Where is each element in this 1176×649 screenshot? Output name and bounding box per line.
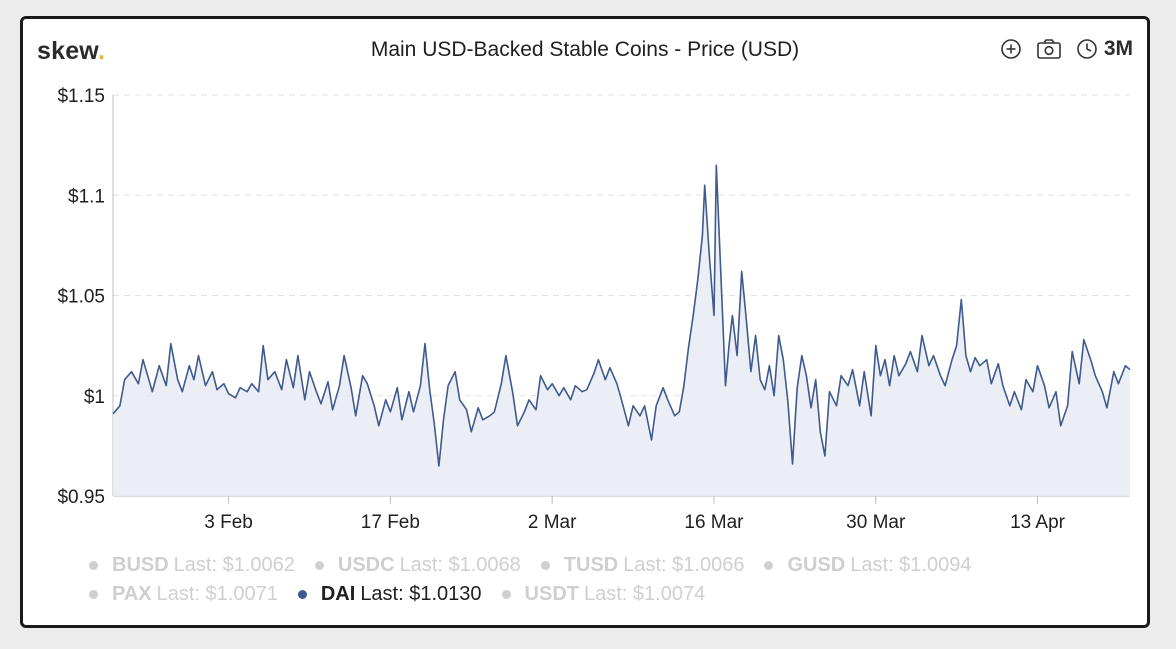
add-chart-button[interactable] (1000, 38, 1022, 60)
legend-item-last-value: Last: $1.0062 (173, 554, 295, 576)
screenshot-button[interactable] (1036, 38, 1062, 60)
series-line-dai[interactable] (112, 164, 1131, 467)
legend-bullet (314, 561, 324, 570)
price-chart: $0.95 $1 $1.05 $1.1 $1.15 3 Feb 17 Feb 2 Mar 16 … (57, 86, 1131, 533)
y-tick-label: $1.15 (57, 86, 105, 107)
legend-bullet (764, 561, 774, 570)
x-tick-label: 16 Mar (684, 512, 744, 533)
y-tick-label: $0.95 (57, 487, 105, 508)
legend-bullet (540, 561, 550, 570)
time-range-button[interactable]: 3M (1076, 37, 1133, 61)
x-tick-label: 13 Apr (1010, 512, 1066, 533)
legend-item-pax[interactable]: PAX Last: $1.0071 (89, 580, 278, 609)
legend-item-usdc[interactable]: USDC Last: $1.0068 (314, 551, 521, 580)
clock-icon (1077, 39, 1097, 59)
legend-item-last-value: Last: $1.0068 (399, 554, 521, 576)
chart-title: Main USD-Backed Stable Coins - Price (US… (370, 38, 800, 61)
x-tick-label: 3 Feb (204, 512, 253, 533)
legend-item-gusd[interactable]: GUSD Last: $1.0094 (764, 551, 971, 580)
plus-circle-icon (1001, 39, 1021, 59)
series-area-dai (113, 165, 1130, 496)
legend-item-busd[interactable]: BUSD Last: $1.0062 (89, 551, 295, 580)
y-tick-label: $1.05 (57, 287, 105, 308)
legend-item-dai[interactable]: DAI Last: $1.0130 (297, 580, 482, 609)
legend-item-name: USDC (337, 554, 395, 576)
legend-bullet (89, 561, 98, 570)
legend-item-name: PAX (112, 583, 152, 605)
legend-bullet (89, 590, 98, 599)
x-tick-label: 17 Feb (361, 512, 420, 533)
time-range-label: 3M (1103, 37, 1133, 60)
y-tick-label: $1.1 (68, 186, 105, 207)
legend-item-name: USDT (524, 583, 579, 605)
legend-item-last-value: Last: $1.0071 (156, 583, 278, 605)
legend-item-tusd[interactable]: TUSD Last: $1.0066 (540, 551, 745, 580)
legend-item-last-value: Last: $1.0130 (360, 583, 482, 605)
legend-item-last-value: Last: $1.0066 (623, 554, 745, 576)
skew-logo: skew. (37, 37, 106, 65)
legend-item-name: BUSD (112, 554, 169, 576)
chart-card: skew. Main USD-Backed Stable Coins - Pri… (20, 16, 1150, 628)
legend-item-usdt[interactable]: USDT Last: $1.0074 (501, 580, 706, 609)
legend-item-name: GUSD (787, 554, 846, 576)
legend-item-last-value: Last: $1.0074 (583, 583, 706, 605)
legend-item-last-value: Last: $1.0094 (850, 554, 972, 576)
x-tick-label: 2 Mar (528, 512, 577, 533)
legend-row: PAX Last: $1.0071 DAI Last: $1.0130 USDT Last… (89, 580, 1129, 609)
y-tick-label: $1 (84, 387, 105, 408)
legend-bullet (501, 590, 511, 599)
legend-row: BUSD Last: $1.0062 USDC Last: $1.0068 TUSD La… (89, 551, 1129, 580)
legend: BUSD Last: $1.0062 USDC Last: $1.0068 TUSD La… (89, 551, 1129, 609)
legend-item-name: TUSD (563, 554, 619, 576)
legend-bullet (297, 590, 307, 599)
toolbar: 3M (1000, 37, 1133, 61)
x-tick-label: 30 Mar (846, 512, 906, 533)
camera-icon (1037, 39, 1061, 59)
legend-item-name: DAI (320, 583, 356, 605)
